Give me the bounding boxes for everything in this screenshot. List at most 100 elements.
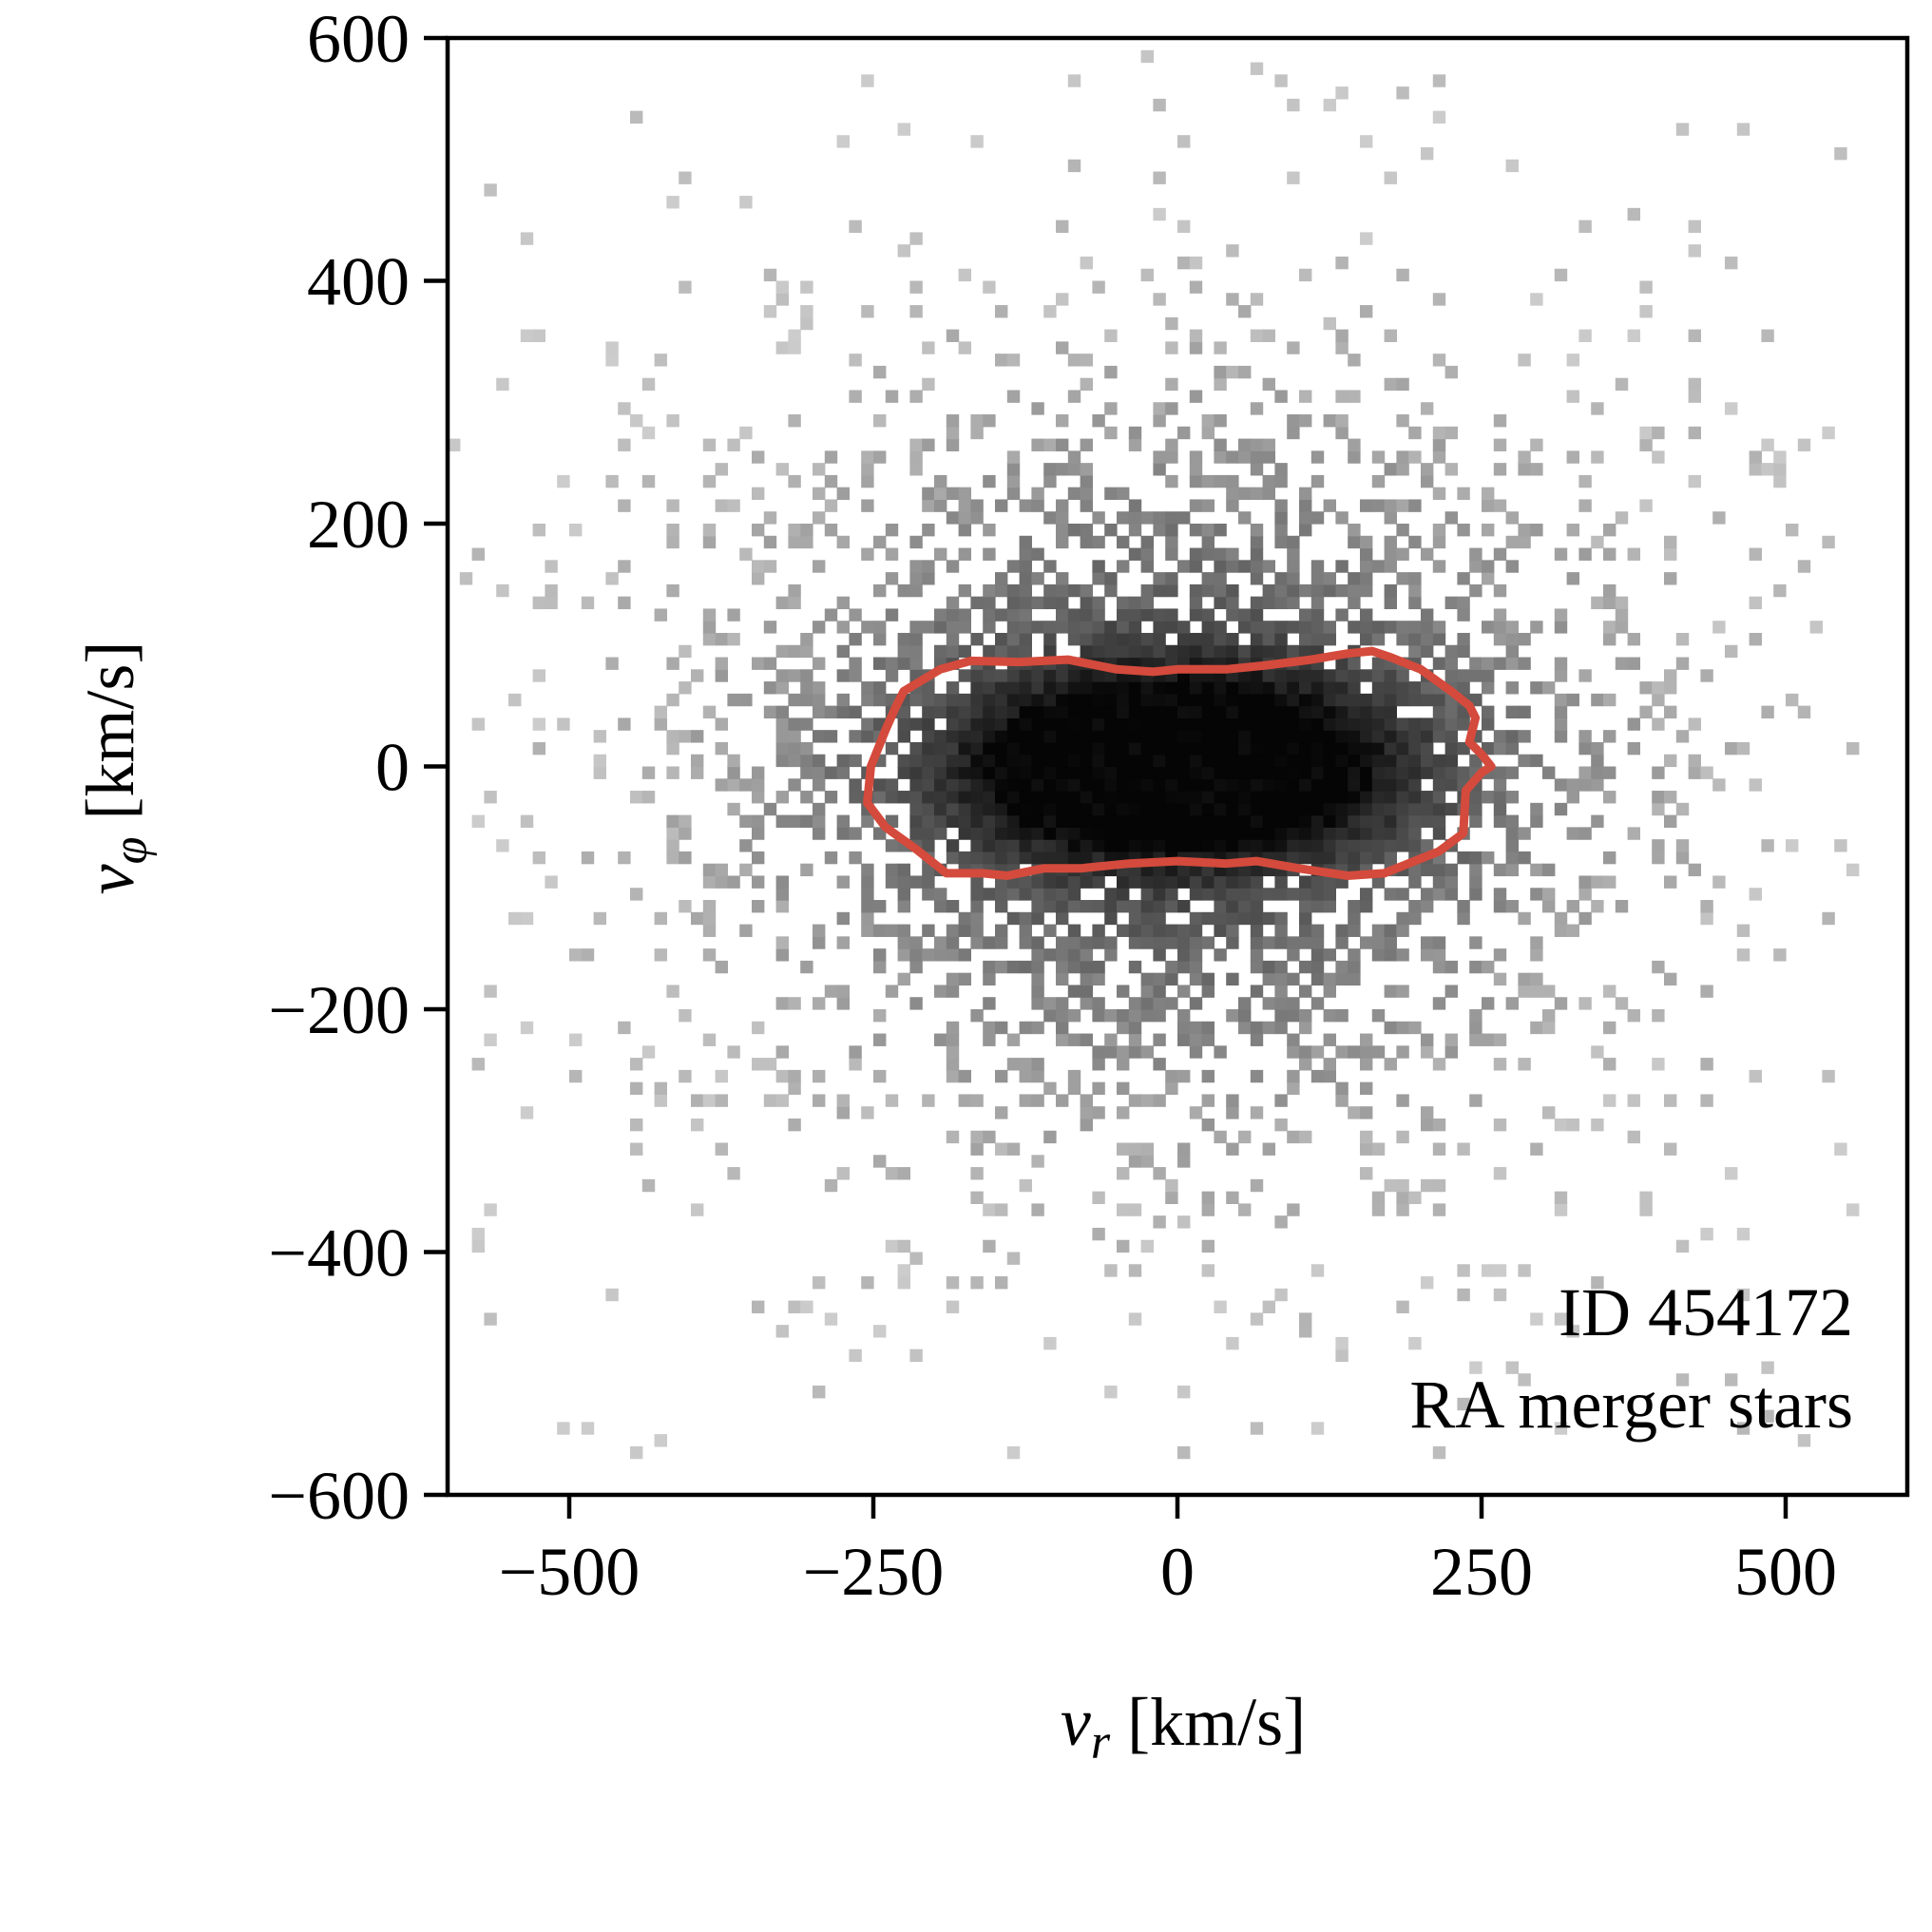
heatmap-cell bbox=[800, 741, 813, 756]
heatmap-cell bbox=[1214, 377, 1227, 392]
heatmap-cell bbox=[1250, 1422, 1264, 1435]
heatmap-cell bbox=[1360, 305, 1373, 318]
heatmap-cell bbox=[1238, 875, 1252, 889]
heatmap-cell bbox=[1043, 851, 1057, 865]
heatmap-cell bbox=[1189, 1033, 1203, 1046]
heatmap-cell bbox=[1749, 450, 1762, 464]
heatmap-cell bbox=[1493, 814, 1507, 828]
heatmap-cell bbox=[1031, 985, 1044, 998]
heatmap-cell bbox=[983, 766, 996, 779]
heatmap-cell bbox=[1189, 596, 1203, 610]
heatmap-cell bbox=[1834, 1142, 1847, 1156]
heatmap-cell bbox=[1505, 621, 1519, 634]
heatmap-cell bbox=[909, 232, 923, 245]
heatmap-cell bbox=[1165, 572, 1178, 585]
heatmap-cell bbox=[775, 1325, 789, 1338]
heatmap-cell bbox=[1189, 875, 1203, 889]
heatmap-cell bbox=[1214, 1045, 1227, 1059]
heatmap-cell bbox=[1214, 875, 1227, 889]
heatmap-cell bbox=[1396, 572, 1409, 585]
heatmap-cell bbox=[1664, 681, 1677, 695]
heatmap-cell bbox=[1335, 851, 1349, 865]
heatmap-cell bbox=[508, 693, 522, 707]
heatmap-cell bbox=[1262, 717, 1275, 731]
heatmap-cell bbox=[1031, 730, 1044, 743]
heatmap-cell bbox=[1578, 997, 1592, 1010]
heatmap-cell bbox=[800, 316, 813, 331]
heatmap-cell bbox=[1299, 741, 1312, 756]
heatmap-cell bbox=[1153, 583, 1166, 598]
heatmap-cell bbox=[995, 681, 1008, 695]
heatmap-cell bbox=[1201, 632, 1215, 646]
heatmap-cell bbox=[909, 657, 923, 670]
heatmap-cell bbox=[958, 511, 971, 525]
heatmap-cell bbox=[1250, 814, 1264, 828]
heatmap-cell bbox=[1019, 827, 1032, 840]
heatmap-cell bbox=[1201, 621, 1215, 634]
heatmap-cell bbox=[1384, 948, 1397, 962]
heatmap-cell bbox=[1153, 414, 1166, 428]
heatmap-cell bbox=[1031, 936, 1044, 949]
heatmap-cell bbox=[970, 778, 984, 792]
heatmap-cell bbox=[897, 900, 910, 913]
heatmap-cell bbox=[934, 608, 947, 622]
heatmap-cell bbox=[1177, 621, 1191, 634]
heatmap-cell bbox=[1189, 329, 1203, 342]
heatmap-cell bbox=[1262, 693, 1275, 707]
heatmap-cell bbox=[1287, 621, 1300, 634]
heatmap-cell bbox=[995, 960, 1008, 974]
heatmap-cell bbox=[873, 1069, 887, 1083]
heatmap-cell bbox=[1384, 741, 1397, 756]
heatmap-cell bbox=[1274, 754, 1288, 768]
heatmap-cell bbox=[1310, 802, 1325, 816]
heatmap-cell bbox=[775, 596, 789, 610]
heatmap-cell bbox=[983, 741, 996, 756]
heatmap-cell bbox=[1104, 911, 1118, 926]
heatmap-cell bbox=[1493, 778, 1507, 792]
heatmap-cell bbox=[1518, 657, 1531, 670]
heatmap-cell bbox=[1591, 1045, 1604, 1059]
heatmap-cell bbox=[946, 791, 960, 804]
heatmap-cell bbox=[970, 791, 984, 804]
heatmap-cell bbox=[1189, 1106, 1203, 1119]
heatmap-cell bbox=[1189, 936, 1203, 949]
heatmap-cell bbox=[1457, 681, 1470, 695]
heatmap-cell bbox=[1006, 390, 1021, 403]
heatmap-cell bbox=[1250, 621, 1264, 634]
heatmap-cell bbox=[1335, 972, 1349, 986]
heatmap-cell bbox=[739, 196, 753, 209]
heatmap-cell bbox=[1639, 1191, 1653, 1205]
heatmap-cell bbox=[1274, 985, 1288, 998]
heatmap-cell bbox=[1335, 814, 1349, 828]
heatmap-cell bbox=[1250, 681, 1264, 695]
heatmap-cell bbox=[1165, 1191, 1178, 1205]
heatmap-cell bbox=[1310, 924, 1325, 937]
heatmap-cell bbox=[1165, 621, 1178, 634]
heatmap-cell bbox=[545, 596, 558, 610]
heatmap-cell bbox=[897, 791, 910, 804]
heatmap-cell bbox=[1043, 754, 1057, 768]
heatmap-cell bbox=[836, 693, 850, 707]
heatmap-cell bbox=[1421, 936, 1434, 949]
heatmap-cell bbox=[1214, 791, 1227, 804]
heatmap-cell bbox=[775, 644, 789, 659]
heatmap-cell bbox=[1080, 256, 1093, 270]
heatmap-cell bbox=[520, 329, 534, 342]
heatmap-cell bbox=[1299, 268, 1312, 282]
heatmap-cell bbox=[1153, 778, 1166, 792]
heatmap-cell bbox=[508, 911, 522, 926]
heatmap-cell bbox=[1177, 1021, 1191, 1035]
heatmap-cell bbox=[1031, 997, 1044, 1010]
heatmap-cell bbox=[1323, 778, 1336, 792]
heatmap-cell bbox=[983, 839, 996, 852]
heatmap-cell bbox=[1408, 499, 1422, 512]
heatmap-cell bbox=[1177, 791, 1191, 804]
heatmap-cell bbox=[1165, 547, 1178, 561]
heatmap-cell bbox=[1323, 875, 1336, 889]
heatmap-cell bbox=[1092, 693, 1105, 707]
heatmap-cell bbox=[1006, 778, 1021, 792]
heatmap-cell bbox=[946, 1021, 960, 1035]
heatmap-cell bbox=[1238, 802, 1252, 816]
heatmap-cell bbox=[970, 499, 984, 512]
heatmap-cell bbox=[1104, 791, 1118, 804]
